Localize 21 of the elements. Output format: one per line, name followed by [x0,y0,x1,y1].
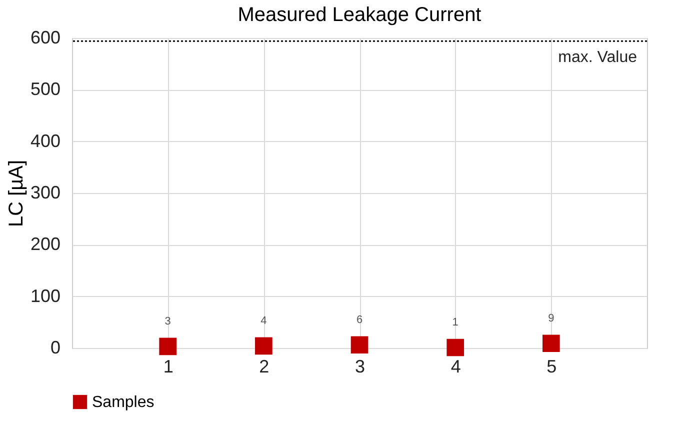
data-label: 4 [260,314,267,327]
y-tick-label: 400 [30,130,60,151]
x-tick-label: 1 [163,356,174,376]
data-label: 6 [356,314,363,326]
x-tick-label: 3 [354,356,366,376]
ref-line-label: max. Value [558,49,638,66]
y-tick-label: 500 [30,79,60,100]
x-tick-label: 5 [546,356,557,376]
y-tick-label: 200 [30,234,60,254]
legend-label: Samples [92,394,154,411]
data-label: 1 [452,316,458,328]
x-tick-label: 2 [259,356,270,376]
data-label: 3 [164,315,171,328]
y-tick-label: 600 [30,28,60,48]
x-tick-label: 4 [450,356,461,376]
y-tick-label: 0 [50,338,60,358]
y-tick-label: 100 [30,286,60,306]
y-axis-title: LC [µA] [5,160,28,228]
y-tick-label: 300 [30,182,60,202]
chart-title: Measured Leakage Current [238,4,482,26]
data-label: 9 [548,312,554,324]
